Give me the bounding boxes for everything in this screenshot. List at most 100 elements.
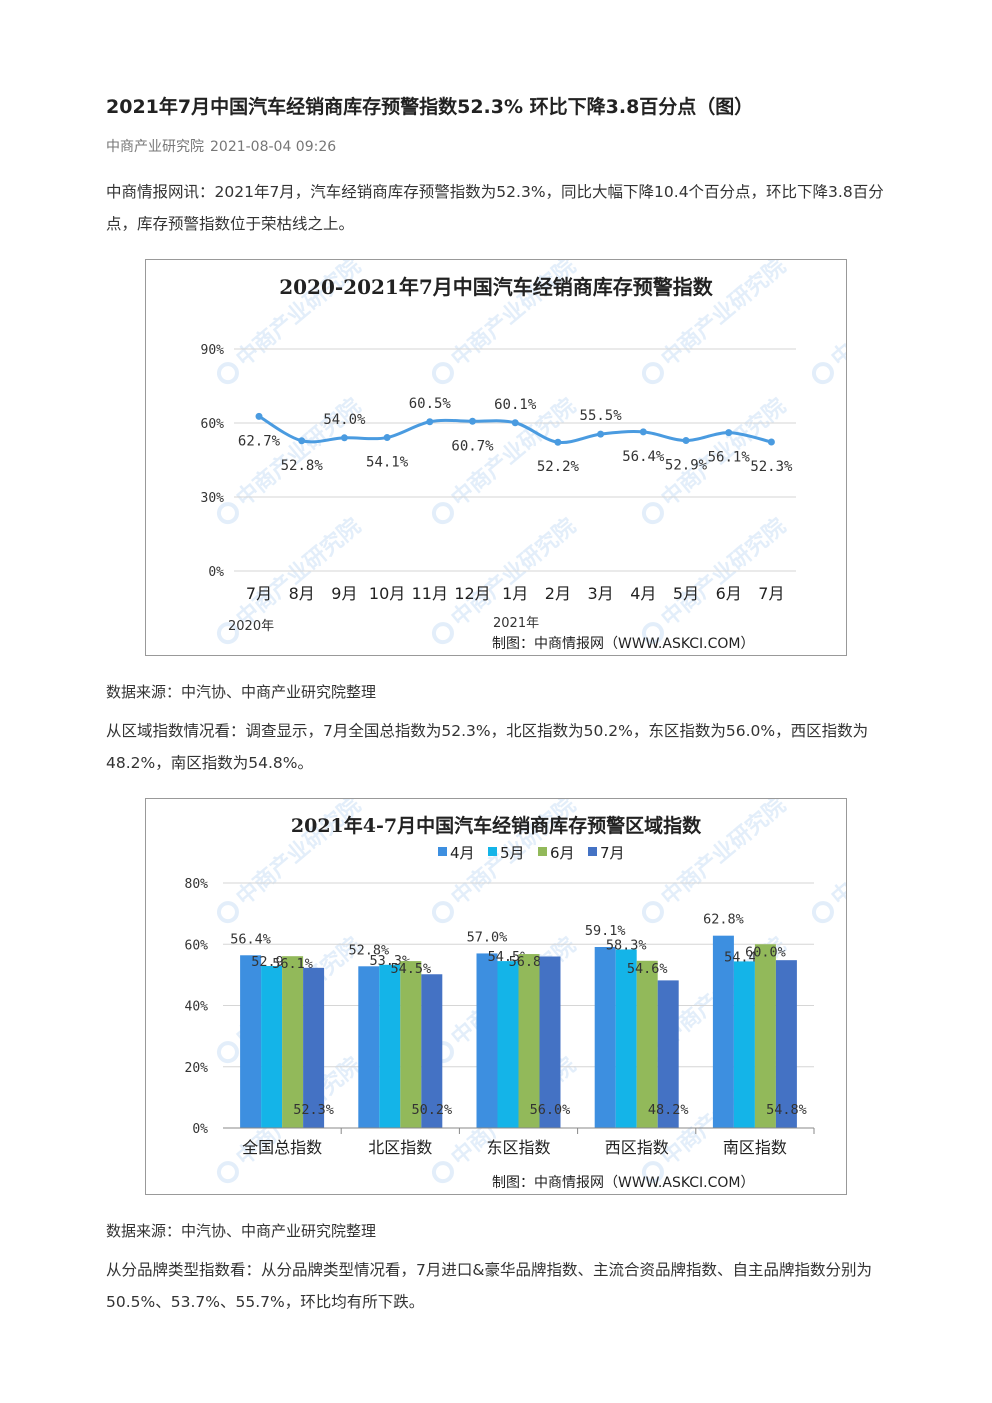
data-label: 55.5%: [580, 408, 623, 424]
bar: [539, 956, 561, 1128]
paragraph-regions: 从区域指数情况看：调查显示，7月全国总指数为52.3%，北区指数为50.2%，东…: [106, 722, 869, 772]
data-point: [383, 434, 391, 442]
data-label: 52.2%: [537, 459, 580, 475]
legend-swatch: [488, 847, 497, 856]
year-label: 2020年: [228, 619, 274, 634]
data-label: 52.9%: [665, 458, 708, 474]
bar: [754, 944, 776, 1128]
watermark-logo-icon: [216, 1041, 239, 1064]
bar: [379, 964, 401, 1128]
legend-label: 4月: [450, 844, 475, 862]
x-tick-label: 7月: [246, 584, 272, 603]
watermark-logo-icon: [641, 901, 664, 924]
data-point: [426, 418, 434, 426]
x-tick-label: 8月: [289, 584, 315, 603]
watermark-logo-icon: [431, 1161, 454, 1184]
watermark: 中商产业研究院: [811, 799, 846, 924]
data-point: [639, 428, 647, 436]
y-tick-label: 40%: [185, 1000, 209, 1015]
year-label: 2021年: [493, 616, 539, 631]
y-tick-label: 60%: [185, 938, 209, 953]
data-label: 52.3%: [750, 459, 793, 475]
data-label: 56.1%: [272, 956, 313, 972]
article-source[interactable]: 中商产业研究院: [106, 139, 204, 155]
watermark-logo-icon: [811, 362, 834, 385]
watermark: 中商产业研究院: [641, 513, 791, 645]
y-tick-label: 80%: [185, 877, 209, 892]
bar: [261, 965, 283, 1128]
data-label: 56.0%: [530, 1102, 571, 1118]
bar: [358, 966, 380, 1128]
watermark-logo-icon: [811, 901, 834, 924]
data-point: [682, 437, 690, 445]
y-tick-label: 90%: [201, 343, 225, 358]
x-tick-label: 10月: [369, 584, 405, 603]
watermark-logo-icon: [431, 502, 454, 525]
x-tick-label: 12月: [454, 584, 490, 603]
x-tick-label: 东区指数: [486, 1138, 550, 1157]
data-point: [298, 437, 306, 445]
data-point: [340, 434, 348, 442]
data-label: 54.5%: [488, 949, 529, 965]
bar: [421, 974, 443, 1128]
chart-title: 2020-2021年7月中国汽车经销商库存预警指数: [279, 275, 714, 299]
y-tick-label: 0%: [192, 1122, 208, 1137]
data-label: 52.8%: [348, 942, 389, 958]
data-label: 57.0%: [467, 929, 508, 945]
watermark-text: 中商产业研究院: [656, 513, 791, 632]
x-tick-label: 南区指数: [723, 1138, 787, 1157]
bar: [400, 961, 422, 1128]
watermark-logo-icon: [431, 362, 454, 385]
bar: [657, 980, 679, 1128]
data-label: 56.8%: [509, 954, 550, 970]
bar-chart: 中商产业研究院中商产业研究院中商产业研究院中商产业研究院中商产业研究院中商产业研…: [185, 799, 846, 1191]
data-point: [597, 430, 605, 438]
watermark: 中商产业研究院: [811, 260, 846, 385]
x-tick-label: 2月: [545, 584, 571, 603]
y-tick-label: 30%: [201, 491, 225, 506]
x-tick-label: 全国总指数: [242, 1138, 322, 1157]
data-label: 53.3%: [369, 953, 410, 969]
data-point: [767, 438, 775, 446]
paragraph-intro: 中商情报网讯：2021年7月，汽车经销商库存预警指数为52.3%，同比大幅下降1…: [106, 183, 884, 233]
data-label: 54.4%: [724, 949, 765, 965]
watermark-text: 中商产业研究院: [446, 513, 581, 632]
data-label: 56.1%: [708, 450, 751, 466]
x-tick-label: 1月: [502, 584, 528, 603]
data-label: 54.6%: [627, 961, 668, 977]
data-label: 60.5%: [409, 396, 452, 412]
x-tick-label: 7月: [758, 584, 784, 603]
data-label: 58.3%: [606, 937, 647, 953]
data-label: 60.1%: [494, 397, 537, 413]
data-label: 52.8%: [281, 458, 324, 474]
data-label: 54.1%: [366, 455, 409, 471]
data-point: [255, 412, 263, 420]
bar: [775, 960, 797, 1128]
data-label: 54.5%: [390, 961, 431, 977]
x-tick-label: 3月: [588, 584, 614, 603]
y-tick-label: 20%: [185, 1061, 209, 1076]
watermark-logo-icon: [641, 622, 664, 645]
bar: [594, 947, 616, 1128]
data-label: 50.2%: [411, 1102, 452, 1118]
legend-swatch: [588, 847, 597, 856]
data-label: 56.4%: [230, 931, 271, 947]
bar: [712, 935, 734, 1128]
data-label: 54.8%: [766, 1102, 807, 1118]
x-tick-label: 11月: [412, 584, 448, 603]
article-meta: 中商产业研究院 2021-08-04 09:26: [106, 136, 336, 156]
watermark-text: 中商产业研究院: [826, 260, 846, 372]
bar: [636, 960, 658, 1128]
x-tick-label: 北区指数: [368, 1138, 432, 1157]
bar: [476, 953, 498, 1128]
bar: [733, 961, 755, 1128]
watermark-logo-icon: [216, 502, 239, 525]
data-label: 62.7%: [238, 433, 281, 449]
paragraph-brands: 从分品牌类型指数看：从分品牌类型情况看，7月进口&豪华品牌指数、主流合资品牌指数…: [106, 1261, 872, 1311]
data-point: [725, 429, 733, 437]
bar: [497, 961, 519, 1128]
data-label: 60.0%: [745, 944, 786, 960]
bar: [303, 967, 325, 1128]
data-label: 54.0%: [323, 412, 366, 428]
chart-credit: 制图：中商情报网（WWW.ASKCI.COM）: [492, 636, 754, 652]
